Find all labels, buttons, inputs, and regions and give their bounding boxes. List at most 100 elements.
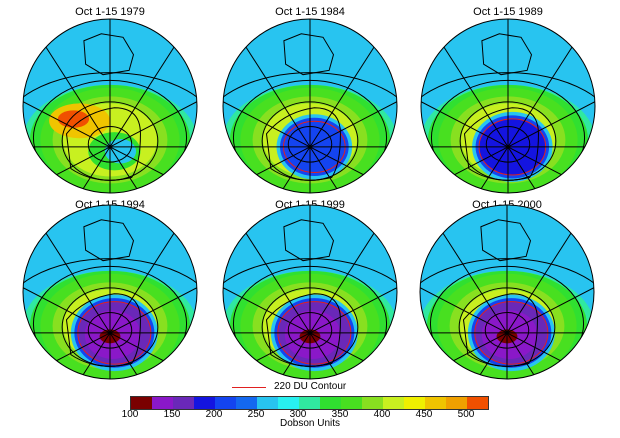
colorbar-tick-label: 150	[163, 409, 181, 420]
colorbar-tick-label: 500	[457, 409, 475, 420]
ozone-globe	[419, 204, 595, 380]
australia-outline	[481, 33, 533, 76]
australia-outline	[480, 219, 532, 262]
meridian-line	[309, 146, 364, 176]
globe-outline	[222, 204, 398, 380]
meridian-line	[479, 332, 508, 376]
meridian-line	[82, 332, 111, 376]
panel-title: Oct 1-15 1989	[473, 6, 543, 18]
meridian-line	[45, 46, 111, 148]
meridian-line	[443, 46, 509, 148]
meridian-line	[109, 332, 138, 376]
colorbar-tick-label: 400	[373, 409, 391, 420]
colorbar-swatch	[425, 397, 446, 409]
globe-outline	[222, 18, 398, 194]
panel-title: Oct 1-15 1984	[275, 6, 345, 18]
globe-outline	[420, 18, 596, 194]
australia-outline	[83, 219, 135, 262]
colorbar-swatch	[194, 397, 215, 409]
meridian-line	[309, 332, 364, 362]
colorbar-tick-label: 450	[415, 409, 433, 420]
colorbar-swatch	[341, 397, 362, 409]
meridian-line	[420, 287, 508, 334]
meridian-line	[109, 232, 175, 334]
meridian-line	[507, 46, 573, 148]
meridian-line	[453, 332, 508, 362]
colorbar	[130, 396, 489, 410]
contour-legend-line	[232, 387, 266, 388]
meridian-line	[480, 146, 509, 190]
globe-outline	[419, 204, 595, 380]
meridian-line	[223, 287, 311, 334]
colorbar-swatch	[257, 397, 278, 409]
meridian-line	[109, 101, 197, 148]
meridian-line	[109, 146, 138, 190]
colorbar-tick-label: 200	[205, 409, 223, 420]
colorbar-swatch	[362, 397, 383, 409]
colorbar-tick-label: 350	[331, 409, 349, 420]
ozone-globe	[222, 204, 398, 380]
meridian-line	[309, 287, 397, 334]
panel-title: Oct 1-15 1979	[75, 6, 145, 18]
meridian-line	[506, 232, 572, 334]
meridian-line	[23, 101, 111, 148]
meridian-line	[282, 146, 311, 190]
meridian-line	[309, 232, 375, 334]
meridian-line	[109, 332, 164, 362]
meridian-line	[256, 332, 311, 362]
colorbar-swatch	[446, 397, 467, 409]
globe-outline	[22, 18, 198, 194]
meridian-line	[309, 101, 397, 148]
meridian-line	[506, 332, 535, 376]
meridian-line	[309, 332, 338, 376]
colorbar-swatch	[236, 397, 257, 409]
meridian-line	[245, 232, 311, 334]
colorbar-swatch	[299, 397, 320, 409]
meridian-line	[506, 287, 594, 334]
meridian-line	[421, 101, 509, 148]
meridian-line	[45, 232, 111, 334]
meridian-line	[223, 101, 311, 148]
colorbar-swatch	[152, 397, 173, 409]
ozone-globe	[222, 18, 398, 194]
australia-outline	[83, 33, 135, 76]
colorbar-tick-label: 300	[289, 409, 307, 420]
australia-outline	[283, 219, 335, 262]
globe-outline	[22, 204, 198, 380]
meridian-line	[109, 146, 164, 176]
colorbar-swatch	[131, 397, 152, 409]
colorbar-label: Dobson Units	[279, 418, 341, 429]
colorbar-swatch	[173, 397, 194, 409]
colorbar-swatch	[404, 397, 425, 409]
contour-legend-label: 220 DU Contour	[274, 381, 347, 392]
colorbar-tick-label: 100	[121, 409, 139, 420]
ozone-globe	[22, 18, 198, 194]
ozone-globe	[420, 18, 596, 194]
meridian-line	[454, 146, 509, 176]
meridian-line	[256, 146, 311, 176]
meridian-line	[56, 332, 111, 362]
meridian-line	[245, 46, 311, 148]
meridian-line	[56, 146, 111, 176]
colorbar-swatch	[320, 397, 341, 409]
meridian-line	[282, 332, 311, 376]
colorbar-swatch	[467, 397, 488, 409]
ozone-globe	[22, 204, 198, 380]
meridian-line	[109, 46, 175, 148]
meridian-line	[309, 46, 375, 148]
meridian-line	[507, 146, 562, 176]
meridian-line	[82, 146, 111, 190]
meridian-line	[506, 332, 561, 362]
meridian-line	[507, 146, 536, 190]
meridian-line	[109, 287, 197, 334]
colorbar-swatch	[383, 397, 404, 409]
colorbar-swatch	[215, 397, 236, 409]
meridian-line	[507, 101, 595, 148]
australia-outline	[283, 33, 335, 76]
colorbar-tick-label: 250	[247, 409, 265, 420]
colorbar-swatch	[278, 397, 299, 409]
meridian-line	[23, 287, 111, 334]
meridian-line	[309, 146, 338, 190]
meridian-line	[442, 232, 508, 334]
